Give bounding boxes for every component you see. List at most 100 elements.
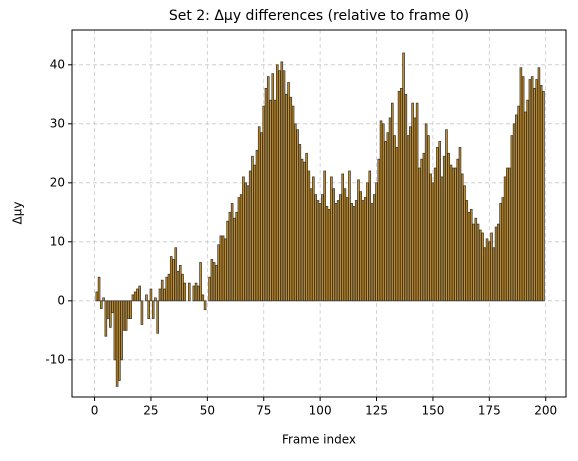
bar	[497, 223, 500, 302]
bar	[510, 135, 514, 302]
bar	[438, 141, 441, 302]
bar	[109, 300, 112, 328]
bar	[242, 176, 245, 302]
bar	[411, 102, 414, 302]
bar	[113, 300, 117, 361]
bar	[97, 276, 101, 302]
bar	[433, 167, 437, 302]
bar	[237, 197, 241, 302]
chart-title: Set 2: Δμy differences (relative to fram…	[169, 8, 469, 24]
bar	[160, 279, 164, 302]
bar	[271, 73, 275, 302]
bar	[300, 158, 304, 302]
bar	[192, 285, 196, 302]
bar	[427, 135, 430, 302]
bar	[118, 300, 121, 381]
y-tick-label: 20	[50, 175, 65, 189]
bar	[463, 185, 466, 302]
bar	[298, 144, 302, 302]
bar	[361, 200, 365, 302]
bar	[314, 194, 317, 302]
bar	[485, 238, 489, 302]
bar	[521, 76, 525, 302]
bar	[341, 173, 344, 302]
x-tick-label: 75	[256, 404, 271, 418]
bar	[149, 288, 153, 302]
bar	[102, 297, 105, 302]
bar	[244, 182, 247, 302]
bar	[325, 206, 329, 302]
bar	[372, 194, 376, 302]
bar	[424, 123, 428, 302]
x-tick-label: 125	[365, 404, 388, 418]
bar	[352, 206, 356, 302]
bar	[172, 259, 175, 302]
bar	[115, 300, 119, 387]
bar	[257, 126, 261, 302]
bar	[336, 200, 340, 302]
bar	[334, 203, 338, 302]
bar	[201, 294, 205, 302]
bar	[354, 200, 358, 302]
plot-frame	[71, 29, 567, 398]
bar	[517, 105, 520, 302]
bar	[436, 147, 439, 302]
bar	[445, 129, 448, 302]
bar	[404, 93, 408, 302]
bar	[251, 155, 254, 302]
bar	[321, 194, 324, 302]
bar	[136, 288, 139, 302]
bar	[287, 82, 290, 302]
bar	[363, 197, 367, 302]
bar	[467, 211, 471, 302]
bar	[215, 265, 218, 302]
bar	[174, 247, 178, 302]
bar	[429, 173, 432, 302]
bar	[542, 90, 545, 302]
bar	[129, 300, 132, 319]
bar	[260, 132, 263, 302]
bar	[122, 300, 126, 331]
bar	[503, 176, 507, 302]
bar	[147, 300, 150, 319]
bar	[176, 270, 180, 302]
bar	[158, 288, 162, 302]
bar	[309, 188, 313, 302]
y-tick-label: 0	[57, 293, 65, 307]
bar	[289, 96, 293, 302]
x-tick-label: 0	[91, 404, 99, 418]
x-tick-label: 175	[478, 404, 501, 418]
bar	[506, 167, 509, 302]
bar	[386, 132, 390, 302]
bar	[253, 164, 257, 302]
bar	[537, 67, 541, 302]
x-tick-label: 200	[534, 404, 557, 418]
bar	[478, 229, 482, 302]
bar	[235, 211, 238, 302]
y-tick-label: -10	[45, 352, 65, 366]
bar	[460, 173, 464, 302]
bar	[409, 126, 412, 302]
bar	[226, 220, 229, 302]
x-tick-label: 150	[421, 404, 444, 418]
bar	[366, 182, 369, 302]
bar	[104, 300, 108, 337]
bar	[156, 300, 160, 334]
bar	[422, 152, 426, 302]
bar	[111, 300, 114, 314]
bar	[133, 291, 137, 302]
bar	[379, 120, 383, 302]
bar	[221, 235, 225, 302]
bar	[316, 200, 320, 302]
bar	[501, 197, 505, 302]
bar	[413, 117, 417, 302]
bar	[535, 79, 538, 302]
bar	[305, 152, 308, 302]
bar	[528, 79, 532, 302]
bar	[278, 70, 281, 302]
bar	[197, 285, 200, 302]
bar	[131, 294, 135, 302]
bar	[397, 90, 401, 302]
bar	[343, 188, 347, 302]
